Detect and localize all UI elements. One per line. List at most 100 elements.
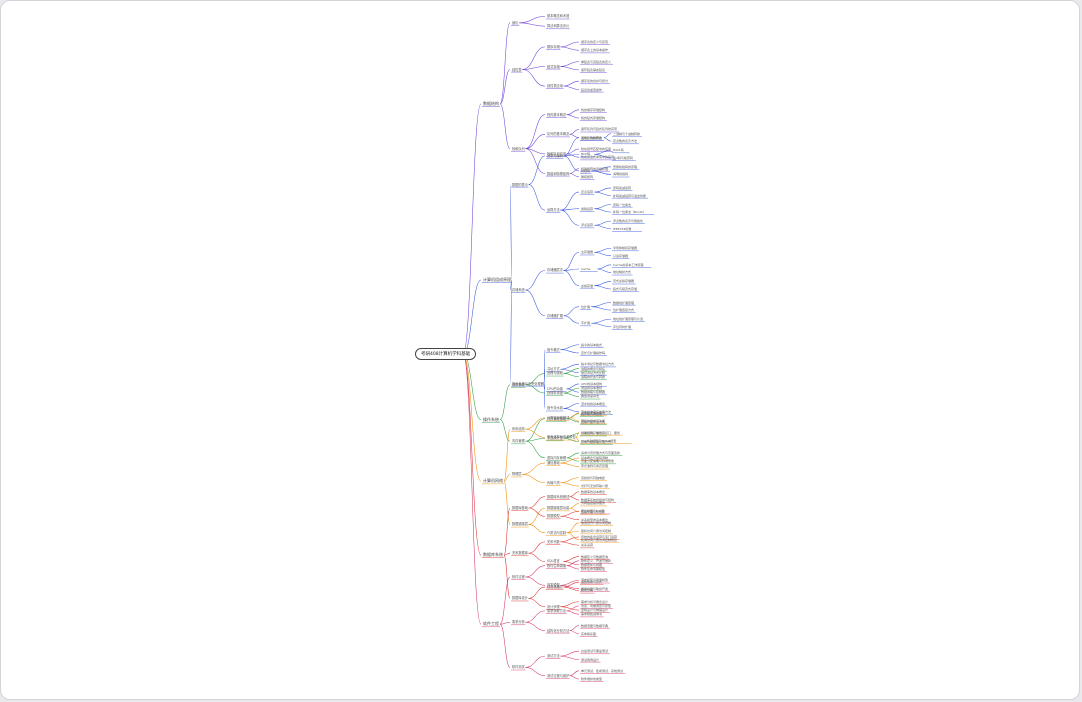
leaf-node[interactable]: 访谈、问卷调查与原型 — [581, 604, 612, 608]
topic-node-level-2[interactable]: 进程管理 — [512, 382, 525, 387]
leaf-node[interactable]: CPU的基本结构 — [581, 381, 603, 386]
topic-node-level-1[interactable]: 数据结构 — [483, 100, 499, 106]
topic-node-level-3[interactable]: 线性表应用 — [547, 84, 563, 89]
leaf-node[interactable]: 计算机网络的概念 — [581, 410, 606, 415]
leaf-node[interactable]: 基本概念和术语 — [547, 14, 570, 19]
leaf-node[interactable]: 白盒测试与黑盒测试 — [581, 649, 609, 654]
leaf-node[interactable]: 补码一位乘法（Booth） — [613, 210, 646, 215]
leaf-node[interactable]: 栈在括号匹配中的应用 — [581, 147, 612, 151]
topic-node-level-3[interactable]: 顺序存储 — [547, 44, 560, 49]
leaf-node[interactable]: 数据更新与视图 — [581, 562, 603, 567]
leaf-node[interactable]: 双端队列的概念 — [581, 135, 603, 140]
leaf-node[interactable]: 页式虚拟存储器 — [613, 279, 635, 284]
topic-node-level-4[interactable]: 主存储器 — [581, 250, 594, 255]
leaf-node[interactable]: 栈的顺序存储结构 — [581, 107, 606, 112]
topic-node-level-2[interactable]: 数据库设计 — [512, 596, 528, 601]
leaf-node[interactable]: 单链表与双链表的定义 — [581, 59, 612, 64]
leaf-node[interactable]: 概念模型与E-R图 — [581, 509, 605, 514]
topic-node-level-3[interactable]: 栈和队列应用 — [547, 151, 567, 156]
leaf-node[interactable]: 地址映射方式 — [613, 270, 632, 275]
topic-node-level-1[interactable]: 操作系统 — [483, 416, 499, 422]
leaf-node[interactable]: 测试用例设计 — [581, 657, 600, 662]
topic-node-level-1[interactable]: 计算机网络 — [483, 478, 503, 484]
leaf-node[interactable]: 海明校验码 — [613, 172, 629, 177]
leaf-node[interactable]: 请求分页管理方式与页面置换 — [581, 450, 621, 455]
leaf-node[interactable]: 关系演算 — [581, 543, 594, 548]
leaf-node[interactable]: Cache的基本工作原理 — [613, 262, 644, 267]
leaf-node[interactable]: 顺序表的定义与实现 — [581, 40, 609, 44]
topic-node-level-3[interactable]: 寻址方式 — [547, 367, 560, 372]
leaf-node[interactable]: 顺序表上的基本操作 — [581, 48, 609, 53]
topic-node-level-4[interactable]: 虚拟存储 — [581, 283, 594, 288]
topic-node-level-3[interactable]: 运算方法 — [547, 208, 560, 213]
leaf-node[interactable]: 位扩展连接方式 — [613, 308, 635, 313]
leaf-node[interactable]: 光纤与无线传输介质 — [581, 484, 609, 489]
leaf-node[interactable]: 奇偶校验码的原理 — [613, 164, 638, 169]
topic-node-level-3[interactable]: 队列的基本概念 — [547, 132, 570, 137]
topic-node-level-4[interactable]: 字扩展 — [581, 321, 591, 326]
topic-node-level-4[interactable]: 乘除运算 — [581, 206, 594, 211]
leaf-node[interactable]: 单元测试、集成测试、系统测试 — [581, 668, 624, 673]
leaf-node[interactable]: 链表的逆置操作 — [581, 87, 603, 92]
leaf-node[interactable]: 调度的基本准则 — [581, 386, 603, 391]
topic-node-level-2[interactable]: 绪论 — [512, 20, 519, 25]
topic-node-level-2[interactable]: 内存管理 — [512, 439, 525, 444]
leaf-node[interactable]: OSI参考模型与TCP/IP模型 — [581, 438, 617, 443]
topic-node-level-3[interactable]: 进制与编码 — [547, 153, 563, 158]
leaf-node[interactable]: 栈的链式存储结构 — [581, 116, 606, 121]
leaf-node[interactable]: 定长与扩展操作码 — [581, 351, 606, 356]
leaf-node[interactable]: 典型调度算法 — [581, 394, 600, 399]
topic-node-level-4[interactable]: 定点运算 — [581, 190, 594, 195]
topic-node-level-2[interactable]: 需求分析 — [512, 620, 525, 625]
topic-node-level-3[interactable]: CPU的功能 — [547, 386, 564, 391]
leaf-node[interactable]: 基本概念与编码调制 — [581, 456, 609, 461]
leaf-node[interactable]: 随机访问介质访问控制 — [581, 529, 612, 534]
leaf-node[interactable]: 稀疏矩阵 — [581, 174, 594, 179]
leaf-node[interactable]: 数据库的基本概念 — [581, 489, 606, 494]
topic-node-level-3[interactable]: 体系结构与参考模型 — [547, 435, 576, 440]
leaf-node[interactable]: 8421码 — [613, 148, 624, 153]
leaf-node[interactable]: 指令的基本格式 — [581, 342, 603, 347]
leaf-node[interactable]: 软件定义、开发与维护 — [581, 558, 612, 563]
leaf-node[interactable]: 实体联系图 — [581, 631, 597, 636]
topic-node-level-3[interactable]: 数组和特殊矩阵 — [547, 171, 570, 176]
topic-node-level-3[interactable]: 内存管理基础 — [547, 416, 567, 421]
leaf-node[interactable]: 原码加减运算 — [613, 185, 632, 190]
topic-node-level-4[interactable]: 浮点运算 — [581, 223, 594, 228]
topic-node-level-2[interactable]: 数据链路层 — [512, 522, 528, 527]
leaf-node[interactable]: 奈氏准则与香农定理 — [581, 464, 609, 469]
leaf-node[interactable]: 循环链表静态链表 — [581, 67, 606, 72]
leaf-node[interactable]: 基本分段存储管理方式 — [581, 439, 612, 444]
leaf-node[interactable]: 数据线扩展原理 — [613, 300, 635, 305]
leaf-node[interactable]: 函数依赖与范式 — [581, 580, 603, 585]
leaf-node[interactable]: 双绞线与同轴电缆 — [581, 475, 606, 480]
leaf-node[interactable]: 栈在表达式求值中的应用 — [581, 155, 615, 160]
leaf-node[interactable]: 特殊矩阵的压缩存储 — [581, 166, 609, 171]
leaf-node[interactable]: 轮询访问介质访问控制协议 — [581, 537, 618, 542]
topic-node-level-3[interactable]: 非连续分配 — [547, 436, 563, 441]
topic-node-level-3[interactable]: 存储器层次 — [547, 268, 563, 273]
leaf-node[interactable]: 余3码与格雷码 — [613, 155, 633, 160]
topic-node-level-3[interactable]: 链式存储 — [547, 64, 560, 69]
topic-node-level-3[interactable]: 软件生命周期 — [547, 563, 567, 568]
leaf-node[interactable]: 定点数的表示方法 — [613, 139, 638, 144]
topic-node-level-3[interactable]: 关系代数 — [547, 539, 560, 544]
topic-node-level-3[interactable]: 规范化理论 — [547, 585, 563, 590]
topic-node-level-4[interactable]: 进位计数制转换 — [581, 135, 603, 140]
leaf-node[interactable]: 软件维护的类型 — [581, 677, 603, 682]
topic-node-level-3[interactable]: 数据库系统概述 — [547, 494, 570, 499]
leaf-node[interactable]: 分层结构、协议、接口、服务 — [581, 430, 621, 435]
topic-node-level-4[interactable]: Cache — [581, 266, 591, 271]
leaf-node[interactable]: 算法和算法评价 — [547, 24, 570, 29]
topic-node-level-3[interactable]: 开发模型 — [547, 583, 560, 588]
topic-node-level-3[interactable]: 虚拟内存管理 — [547, 455, 567, 460]
leaf-node[interactable]: 为网络层提供服务 — [581, 501, 606, 506]
topic-node-level-2[interactable]: 存储系统 — [512, 288, 525, 293]
topic-node-level-3[interactable]: 设计步骤 — [547, 604, 560, 609]
leaf-node[interactable]: 数据流图与数据字典 — [581, 623, 609, 628]
leaf-node[interactable]: 瀑布模型与增量模型 — [581, 578, 609, 583]
leaf-node[interactable]: 进程的状态与转换 — [581, 374, 606, 379]
leaf-node[interactable]: 顺序表的合并与拆分 — [581, 79, 609, 84]
topic-node-level-1[interactable]: 计算机组成原理 — [483, 276, 511, 282]
leaf-node[interactable]: 字位同时扩展 — [613, 324, 632, 329]
